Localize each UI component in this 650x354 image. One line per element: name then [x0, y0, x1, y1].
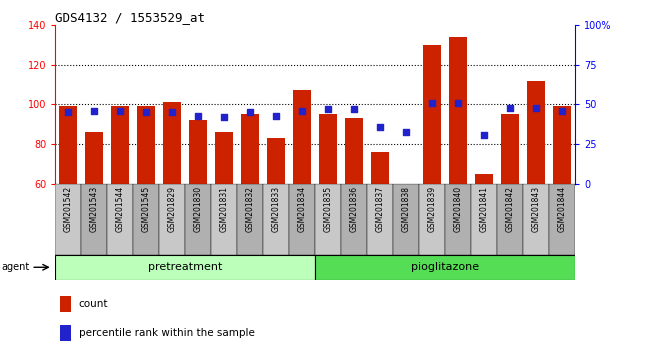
Bar	[107, 184, 133, 255]
Bar	[393, 184, 419, 255]
Text: GSM201836: GSM201836	[350, 186, 359, 232]
Text: GSM201543: GSM201543	[90, 186, 99, 233]
Text: GSM201840: GSM201840	[454, 186, 463, 232]
Bar	[449, 37, 467, 184]
Bar	[60, 325, 71, 341]
Bar	[315, 184, 341, 255]
Text: GSM201834: GSM201834	[298, 186, 307, 232]
Text: pretreatment: pretreatment	[148, 262, 222, 272]
Bar	[445, 184, 471, 255]
Bar	[55, 255, 315, 280]
Point	[297, 108, 307, 114]
Point	[531, 105, 541, 110]
Bar	[371, 152, 389, 184]
Bar	[241, 114, 259, 184]
Bar	[59, 107, 77, 184]
Bar	[55, 184, 81, 255]
Bar	[263, 184, 289, 255]
Bar	[397, 184, 415, 258]
Bar	[501, 114, 519, 184]
Text: GSM201835: GSM201835	[324, 186, 333, 232]
Bar	[289, 184, 315, 255]
Point	[479, 132, 489, 137]
Bar	[341, 184, 367, 255]
Text: agent: agent	[1, 262, 29, 272]
Text: GSM201842: GSM201842	[506, 186, 515, 232]
Point	[115, 108, 125, 114]
Bar	[159, 184, 185, 255]
Bar	[315, 255, 575, 280]
Point	[245, 110, 255, 115]
Bar	[137, 107, 155, 184]
Text: pioglitazone: pioglitazone	[411, 262, 479, 272]
Text: GSM201544: GSM201544	[116, 186, 125, 233]
Bar	[345, 118, 363, 184]
Bar	[237, 184, 263, 255]
Bar	[85, 132, 103, 184]
Text: GSM201829: GSM201829	[168, 186, 177, 232]
Bar	[423, 45, 441, 184]
Bar	[319, 114, 337, 184]
Text: GSM201838: GSM201838	[402, 186, 411, 232]
Bar	[215, 132, 233, 184]
Point	[141, 110, 151, 115]
Text: GSM201841: GSM201841	[480, 186, 489, 232]
Text: GSM201839: GSM201839	[428, 186, 437, 232]
Bar	[211, 184, 237, 255]
Point	[349, 106, 359, 112]
Text: GSM201833: GSM201833	[272, 186, 281, 232]
Text: GSM201831: GSM201831	[220, 186, 229, 232]
Text: percentile rank within the sample: percentile rank within the sample	[79, 328, 255, 338]
Bar	[523, 184, 549, 255]
Point	[89, 108, 99, 114]
Bar	[419, 184, 445, 255]
Text: GSM201545: GSM201545	[142, 186, 151, 233]
Text: GDS4132 / 1553529_at: GDS4132 / 1553529_at	[55, 11, 205, 24]
Bar	[549, 184, 575, 255]
Bar	[497, 184, 523, 255]
Bar	[189, 120, 207, 184]
Point	[375, 124, 385, 130]
Point	[167, 110, 177, 115]
Point	[557, 108, 567, 114]
Bar	[475, 174, 493, 184]
Point	[63, 110, 73, 115]
Text: GSM201832: GSM201832	[246, 186, 255, 232]
Point	[219, 114, 229, 120]
Bar	[111, 107, 129, 184]
Text: GSM201542: GSM201542	[64, 186, 73, 232]
Bar	[293, 91, 311, 184]
Bar	[133, 184, 159, 255]
Text: count: count	[79, 298, 108, 309]
Bar	[60, 296, 71, 312]
Point	[505, 105, 515, 110]
Bar	[163, 102, 181, 184]
Point	[453, 100, 463, 105]
Bar	[527, 80, 545, 184]
Point	[427, 100, 437, 105]
Bar	[367, 184, 393, 255]
Bar	[267, 138, 285, 184]
Text: GSM201830: GSM201830	[194, 186, 203, 232]
Bar	[81, 184, 107, 255]
Point	[401, 129, 411, 134]
Bar	[185, 184, 211, 255]
Point	[271, 113, 281, 118]
Point	[323, 106, 333, 112]
Text: GSM201837: GSM201837	[376, 186, 385, 232]
Text: GSM201844: GSM201844	[558, 186, 567, 232]
Bar	[553, 107, 571, 184]
Point	[193, 113, 203, 118]
Bar	[471, 184, 497, 255]
Text: GSM201843: GSM201843	[532, 186, 541, 232]
